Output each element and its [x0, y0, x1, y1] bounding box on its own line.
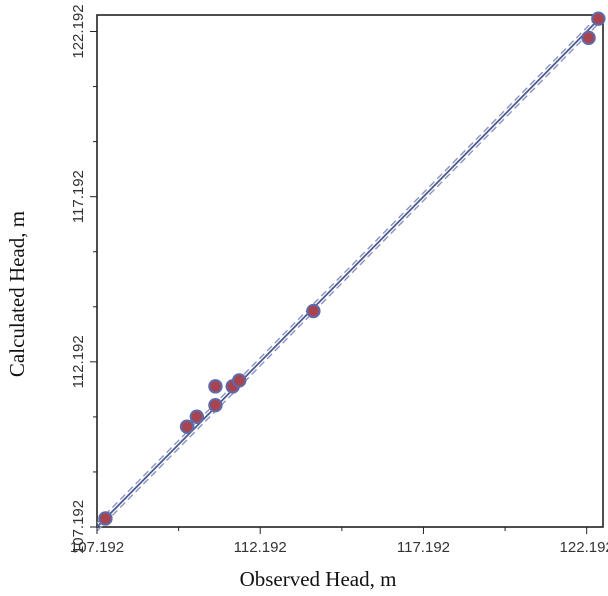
data-point: [306, 303, 321, 319]
band-line-upper: [96, 14, 600, 524]
y-tick-label: 122.192: [70, 4, 87, 58]
one-to-one-line: [96, 14, 604, 528]
data-point: [179, 419, 195, 434]
x-axis-title: Observed Head, m: [240, 567, 397, 591]
data-point: [208, 397, 223, 413]
data-point: [189, 409, 205, 424]
data-point: [98, 511, 113, 526]
y-axis-ticks: 107.192 112.192 117.192 122.192: [70, 4, 97, 554]
x-tick-label: 107.192: [70, 539, 124, 556]
y-tick-label: 117.192: [70, 170, 87, 223]
data-point: [581, 30, 596, 46]
y-tick-label: 107.192: [70, 500, 87, 554]
x-tick-label: 117.192: [397, 539, 450, 556]
data-point: [232, 373, 247, 388]
data-point: [208, 379, 223, 394]
x-tick-label: 112.192: [234, 539, 287, 556]
x-tick-label: 122.192: [560, 539, 608, 556]
y-axis-title: Calculated Head, m: [5, 211, 29, 377]
data-point: [591, 11, 606, 26]
reference-lines: [96, 14, 608, 532]
data-points: [98, 11, 606, 526]
x-axis-ticks: 107.192 112.192 117.192 122.192: [70, 527, 608, 556]
y-tick-label: 112.192: [70, 335, 87, 388]
